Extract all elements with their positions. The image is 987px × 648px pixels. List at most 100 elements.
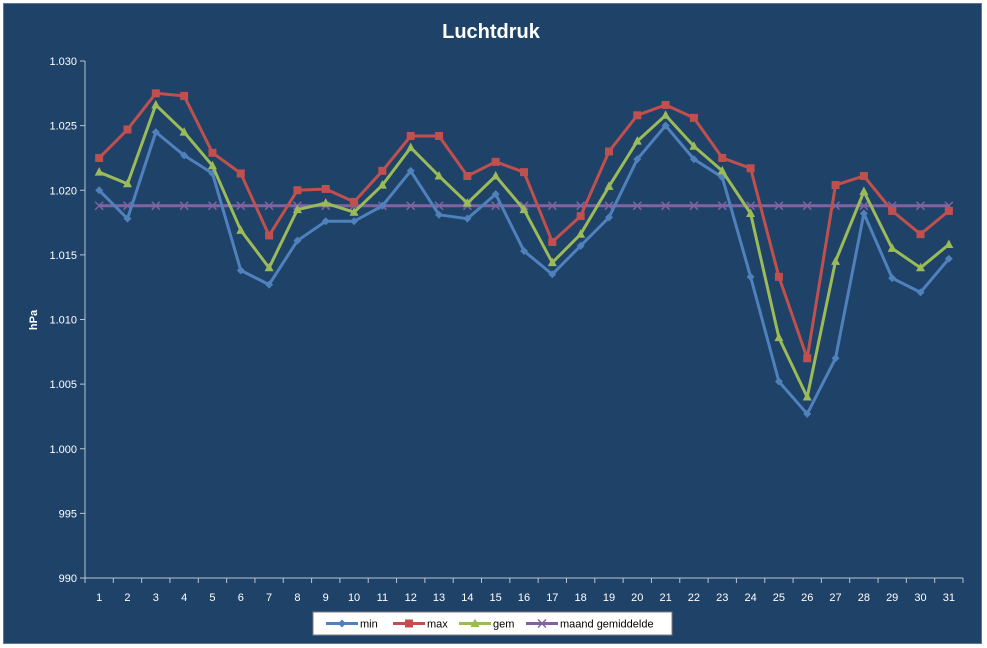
data-point-min [803, 409, 812, 418]
data-point-min [774, 377, 783, 386]
axes: 990 995 1.000 1.005 1.010 1.015 1.020 1.025 1.03… [49, 56, 964, 604]
data-point-gem [802, 392, 812, 401]
data-point-min [831, 354, 840, 363]
y-tick-label: 990 [59, 573, 77, 585]
data-point-max [151, 89, 160, 98]
data-point-maand-gemiddelde [207, 201, 217, 211]
chart-title: Luchtdruk [442, 21, 541, 43]
x-tick-label: 27 [829, 592, 841, 604]
data-point-gem [944, 239, 954, 249]
x-tick-label: 4 [181, 592, 187, 604]
data-point-min [520, 246, 528, 255]
data-point-min [888, 274, 897, 283]
data-point-gem [746, 208, 756, 218]
data-point-maand-gemiddelde [547, 201, 557, 211]
data-point-min [548, 270, 557, 279]
y-tick-label: 1.025 [49, 121, 77, 133]
x-tick-label: 29 [886, 592, 898, 604]
y-tick-label: 1.010 [49, 315, 77, 327]
data-point-gem [264, 262, 274, 272]
x-tick-label: 20 [631, 592, 643, 604]
data-point-maand-gemiddelde [859, 201, 869, 211]
data-point-max [859, 172, 868, 181]
data-point-gem [661, 110, 671, 119]
data-point-maand-gemiddelde [632, 201, 642, 211]
data-point-max [95, 153, 104, 162]
x-tick-label: 16 [518, 592, 530, 604]
data-point-maand-gemiddelde [915, 201, 926, 211]
legend-label-max: max [427, 619, 448, 631]
data-point-max [350, 197, 359, 206]
y-tick-label: 1.030 [49, 56, 77, 68]
data-point-min [604, 213, 613, 222]
data-point-min [293, 236, 302, 245]
data-point-min [633, 155, 642, 164]
x-tick-label: 21 [659, 592, 671, 604]
x-tick-label: 9 [323, 592, 329, 604]
data-point-gem [519, 204, 529, 214]
y-axis-label: hPa [28, 309, 40, 330]
data-point-gem [151, 99, 161, 109]
data-point-max [520, 168, 528, 177]
data-point-gem [292, 204, 302, 214]
x-tick-label: 24 [744, 592, 756, 604]
data-point-gem [377, 180, 387, 189]
data-point-min [463, 214, 472, 223]
data-point-gem [462, 198, 472, 207]
data-point-max [774, 272, 783, 281]
y-tick-label: 1.000 [49, 444, 77, 456]
data-point-max [265, 231, 274, 240]
y-tick-label: 1.005 [49, 379, 77, 391]
data-point-min [746, 272, 755, 281]
data-point-maand-gemiddelde [604, 201, 614, 211]
data-point-min [95, 186, 104, 195]
series-layer [94, 89, 954, 418]
data-point-min [916, 288, 925, 297]
legend-marker-min [338, 619, 346, 628]
data-point-max [916, 230, 925, 239]
series-gem [94, 99, 954, 401]
x-tick-label: 18 [575, 592, 587, 604]
x-tick-label: 23 [716, 592, 728, 604]
data-point-min [689, 155, 698, 164]
x-tick-label: 10 [348, 592, 360, 604]
x-tick-label: 19 [603, 592, 615, 604]
data-point-gem [916, 262, 926, 272]
data-point-max [406, 131, 415, 140]
data-point-max [944, 206, 953, 215]
data-point-max [888, 206, 897, 215]
data-point-gem [689, 141, 699, 150]
data-point-max [633, 111, 642, 120]
legend-label-gem: gem [493, 619, 514, 631]
data-point-gem [207, 160, 217, 170]
series-max [95, 89, 953, 363]
data-point-max [208, 148, 217, 157]
series-min [95, 121, 953, 418]
data-point-min [265, 280, 274, 289]
legend-marker-gem [470, 618, 480, 627]
x-tick-label: 17 [546, 592, 558, 604]
x-tick-label: 28 [858, 592, 870, 604]
data-point-gem [831, 256, 841, 265]
data-point-max [463, 172, 472, 181]
data-point-max [718, 153, 727, 162]
data-point-max [831, 181, 840, 190]
data-point-min [321, 217, 330, 226]
data-point-max [661, 100, 670, 109]
data-point-min [236, 266, 245, 275]
x-tick-label: 5 [209, 592, 215, 604]
data-point-min [406, 166, 415, 175]
data-point-gem [604, 181, 614, 190]
data-point-gem [179, 127, 189, 136]
x-tick-label: 8 [294, 592, 300, 604]
x-tick-label: 7 [266, 592, 272, 604]
x-tick-label: 26 [801, 592, 813, 604]
legend-box [312, 611, 673, 636]
data-point-max [123, 125, 132, 134]
data-point-gem [94, 167, 104, 176]
data-point-maand-gemiddelde [179, 201, 189, 211]
data-point-min [859, 209, 868, 218]
x-tick-label: 12 [405, 592, 417, 604]
data-point-min [576, 241, 585, 250]
x-tick-label: 30 [914, 592, 926, 604]
